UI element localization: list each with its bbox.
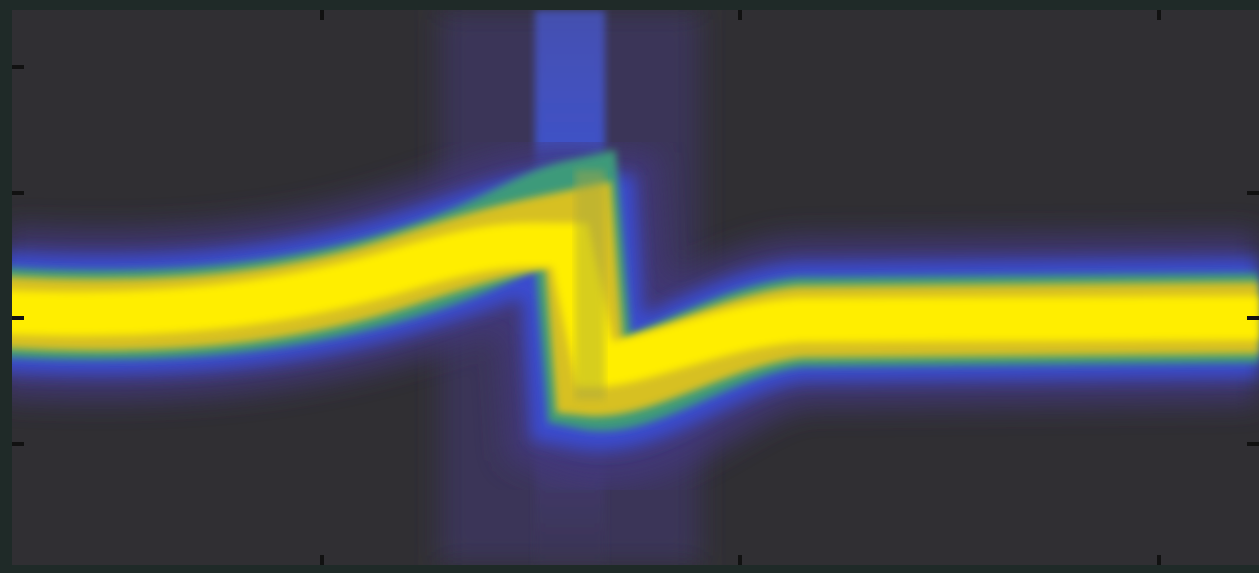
tick [738,555,742,565]
tick [1157,10,1161,20]
ticks [12,10,1259,565]
tick [1247,191,1259,195]
tick [12,442,24,446]
tick [12,316,24,320]
ridge [575,170,605,400]
tick [738,10,742,20]
tick [1247,442,1259,446]
tick [1247,316,1259,320]
tick [1157,555,1161,565]
band-core [12,222,1259,388]
heatmap [12,10,1259,565]
tick [320,555,324,565]
tick [12,191,24,195]
tick [320,10,324,20]
tick [12,65,24,69]
